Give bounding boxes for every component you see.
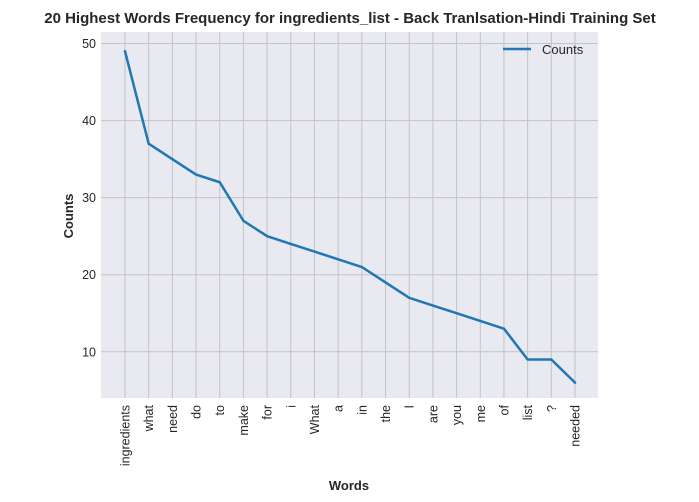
plot-area xyxy=(101,32,598,398)
y-axis-label: Counts xyxy=(61,194,76,239)
x-tick-label: a xyxy=(332,405,346,412)
data-point xyxy=(455,312,458,315)
series-layer xyxy=(123,50,577,384)
data-point xyxy=(502,327,506,330)
chart-title: 20 Highest Words Frequency for ingredien… xyxy=(44,10,656,27)
x-tick-label: ingredients xyxy=(119,405,133,466)
x-tick-label: the xyxy=(379,405,393,422)
data-point xyxy=(550,358,553,361)
x-tick-label: need xyxy=(166,405,180,433)
x-axis-label: Words xyxy=(329,478,369,493)
x-tick-label: list xyxy=(521,404,535,420)
x-tick-label: i xyxy=(284,405,298,408)
y-tick-label: 10 xyxy=(82,345,96,359)
y-tick-label: 20 xyxy=(82,268,96,282)
data-point xyxy=(242,219,245,222)
data-point xyxy=(171,157,174,161)
data-point xyxy=(147,142,150,145)
x-tick-label: for xyxy=(261,405,275,420)
x-tick-label: needed xyxy=(569,405,583,447)
x-tick-label: ? xyxy=(545,405,559,412)
data-point xyxy=(384,281,387,284)
data-point xyxy=(313,250,316,253)
x-tick-label: what xyxy=(142,404,156,432)
y-tick-label: 50 xyxy=(82,37,96,51)
data-point xyxy=(289,242,292,246)
data-point xyxy=(123,50,127,53)
x-axis-ticks: ingredients what need do to make for i What a in th… xyxy=(119,404,583,466)
data-point xyxy=(573,381,577,384)
data-point xyxy=(194,173,198,176)
x-tick-label: of xyxy=(497,404,511,415)
legend-label: Counts xyxy=(542,42,584,57)
data-point xyxy=(265,234,269,238)
legend: Counts xyxy=(503,42,584,57)
x-tick-label: you xyxy=(450,405,464,425)
series-line-counts xyxy=(123,50,577,384)
x-tick-label: in xyxy=(355,405,369,415)
y-tick-label: 30 xyxy=(82,191,96,205)
x-tick-label: to xyxy=(213,405,227,415)
data-point xyxy=(408,296,411,300)
data-point xyxy=(431,304,435,307)
x-tick-label: me xyxy=(474,405,488,422)
y-tick-label: 40 xyxy=(82,114,96,128)
x-tick-label: do xyxy=(190,405,204,419)
gridlines xyxy=(101,32,598,398)
x-tick-label: make xyxy=(237,405,251,436)
data-point xyxy=(336,258,340,261)
data-point xyxy=(526,358,529,361)
x-tick-label: What xyxy=(308,404,322,434)
x-tick-label: are xyxy=(426,405,440,423)
x-tick-label: I xyxy=(403,405,417,408)
y-axis-ticks: 10 20 30 40 50 xyxy=(82,37,96,359)
data-point xyxy=(479,319,482,323)
data-point xyxy=(360,265,364,269)
data-point xyxy=(218,181,221,184)
